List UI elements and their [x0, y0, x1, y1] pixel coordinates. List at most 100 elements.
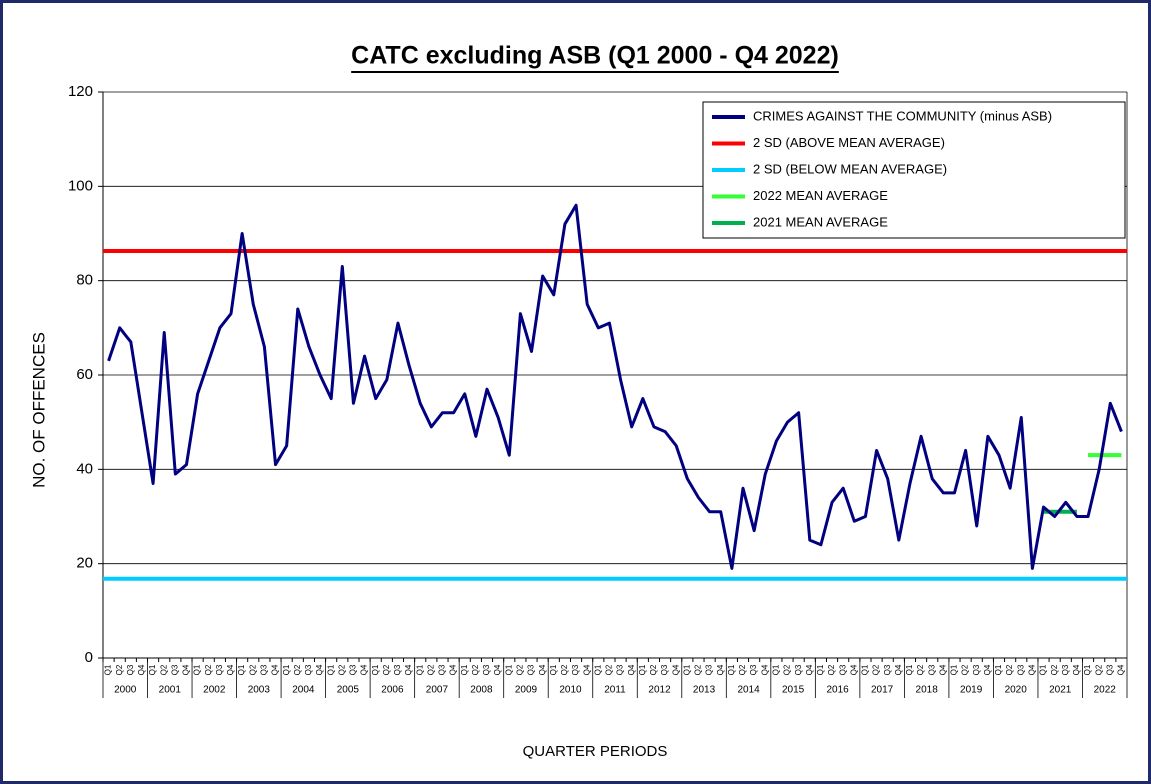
x-tick-label: Q2 — [293, 664, 302, 675]
x-tick-label: Q1 — [1083, 664, 1092, 675]
x-tick-label: Q1 — [905, 664, 914, 675]
x-tick-label: Q1 — [994, 664, 1003, 675]
x-tick-label: Q3 — [660, 664, 669, 675]
x-tick-label: Q1 — [816, 664, 825, 675]
x-tick-label: Q4 — [1072, 664, 1081, 675]
x-tick-label: Q2 — [159, 664, 168, 675]
x-tick-label: Q3 — [1105, 664, 1114, 675]
x-tick-label: Q2 — [916, 664, 925, 675]
legend-label: 2 SD (BELOW MEAN AVERAGE) — [753, 161, 947, 176]
x-tick-label: Q4 — [805, 664, 814, 675]
x-tick-label: Q1 — [237, 664, 246, 675]
year-label: 2003 — [248, 685, 271, 696]
x-tick-label: Q4 — [849, 664, 858, 675]
x-tick-label: Q3 — [705, 664, 714, 675]
year-label: 2005 — [337, 685, 360, 696]
x-tick-label: Q4 — [627, 664, 636, 675]
year-label: 2022 — [1094, 685, 1117, 696]
x-tick-label: Q3 — [616, 664, 625, 675]
x-tick-label: Q2 — [426, 664, 435, 675]
year-label: 2007 — [426, 685, 449, 696]
x-tick-label: Q1 — [326, 664, 335, 675]
x-tick-label: Q3 — [304, 664, 313, 675]
x-tick-label: Q4 — [671, 664, 680, 675]
x-tick-label: Q2 — [516, 664, 525, 675]
x-tick-label: Q1 — [104, 664, 113, 675]
x-tick-label: Q4 — [983, 664, 992, 675]
x-tick-label: Q3 — [1016, 664, 1025, 675]
legend-label: 2022 MEAN AVERAGE — [753, 188, 888, 203]
x-tick-label: Q2 — [961, 664, 970, 675]
x-tick-label: Q2 — [382, 664, 391, 675]
x-tick-label: Q1 — [593, 664, 602, 675]
x-tick-label: Q2 — [649, 664, 658, 675]
x-tick-label: Q1 — [549, 664, 558, 675]
legend-label: CRIMES AGAINST THE COMMUNITY (minus ASB) — [753, 108, 1052, 123]
x-tick-label: Q1 — [950, 664, 959, 675]
year-label: 2010 — [559, 685, 582, 696]
x-tick-label: Q3 — [126, 664, 135, 675]
x-tick-label: Q2 — [783, 664, 792, 675]
x-tick-label: Q4 — [226, 664, 235, 675]
x-tick-label: Q4 — [938, 664, 947, 675]
year-label: 2008 — [470, 685, 493, 696]
x-tick-label: Q1 — [415, 664, 424, 675]
x-tick-label: Q2 — [560, 664, 569, 675]
x-tick-label: Q3 — [972, 664, 981, 675]
year-label: 2001 — [159, 685, 182, 696]
y-tick-label: 60 — [76, 366, 93, 383]
legend-label: 2021 MEAN AVERAGE — [753, 214, 888, 229]
x-tick-label: Q4 — [449, 664, 458, 675]
chart-title: CATC excluding ASB (Q1 2000 - Q4 2022) — [351, 42, 839, 70]
x-tick-label: Q2 — [694, 664, 703, 675]
year-label: 2002 — [203, 685, 226, 696]
year-label: 2011 — [604, 685, 626, 696]
year-label: 2014 — [737, 685, 760, 696]
x-tick-label: Q2 — [248, 664, 257, 675]
legend-label: 2 SD (ABOVE MEAN AVERAGE) — [753, 135, 945, 150]
x-tick-label: Q2 — [204, 664, 213, 675]
year-label: 2009 — [515, 685, 538, 696]
x-tick-label: Q2 — [115, 664, 124, 675]
x-tick-label: Q2 — [738, 664, 747, 675]
year-label: 2012 — [648, 685, 671, 696]
x-tick-label: Q2 — [1005, 664, 1014, 675]
x-tick-label: Q3 — [571, 664, 580, 675]
x-axis-label: QUARTER PERIODS — [523, 743, 668, 760]
x-tick-label: Q4 — [404, 664, 413, 675]
year-label: 2017 — [871, 685, 894, 696]
x-tick-label: Q3 — [215, 664, 224, 675]
year-label: 2000 — [114, 685, 137, 696]
year-label: 2004 — [292, 685, 315, 696]
x-tick-label: Q3 — [393, 664, 402, 675]
x-tick-label: Q4 — [315, 664, 324, 675]
x-tick-label: Q4 — [582, 664, 591, 675]
x-tick-label: Q1 — [682, 664, 691, 675]
x-tick-label: Q1 — [460, 664, 469, 675]
year-label: 2018 — [916, 685, 939, 696]
x-tick-label: Q1 — [193, 664, 202, 675]
x-tick-label: Q4 — [1117, 664, 1126, 675]
x-tick-label: Q1 — [282, 664, 291, 675]
y-tick-label: 0 — [85, 649, 93, 666]
x-tick-label: Q2 — [1094, 664, 1103, 675]
year-label: 2019 — [960, 685, 983, 696]
x-tick-label: Q2 — [827, 664, 836, 675]
x-tick-label: Q4 — [271, 664, 280, 675]
x-tick-label: Q4 — [716, 664, 725, 675]
x-tick-label: Q3 — [838, 664, 847, 675]
x-tick-label: Q2 — [1050, 664, 1059, 675]
x-tick-label: Q1 — [148, 664, 157, 675]
year-label: 2020 — [1005, 685, 1028, 696]
y-tick-label: 100 — [68, 177, 93, 194]
x-tick-label: Q3 — [527, 664, 536, 675]
year-label: 2016 — [826, 685, 849, 696]
legend-box — [702, 101, 1126, 239]
x-tick-label: Q1 — [504, 664, 513, 675]
x-tick-label: Q2 — [337, 664, 346, 675]
x-tick-label: Q4 — [760, 664, 769, 675]
x-tick-label: Q1 — [371, 664, 380, 675]
x-tick-label: Q3 — [170, 664, 179, 675]
